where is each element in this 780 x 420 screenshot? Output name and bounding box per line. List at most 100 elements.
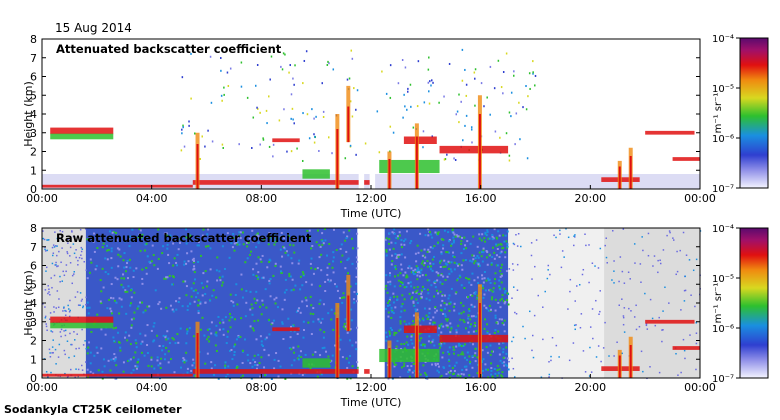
- noise-speck: [45, 325, 48, 328]
- noise-speck: [471, 260, 474, 263]
- noise-speck: [141, 282, 144, 285]
- noise-speck: [338, 297, 341, 300]
- noise-speck: [157, 303, 160, 306]
- noise-speck: [355, 292, 358, 295]
- noise-speck: [266, 266, 269, 269]
- noise-speck: [138, 228, 141, 231]
- noise-speck: [403, 320, 406, 323]
- noise-speck: [348, 361, 351, 364]
- noise-speck: [117, 265, 120, 268]
- noise-speck: [495, 244, 498, 247]
- noise-speck: [389, 272, 392, 275]
- noise-speck: [385, 307, 388, 310]
- noise-speck: [469, 318, 472, 321]
- noise-speck: [226, 373, 229, 376]
- noise-speck: [332, 256, 335, 259]
- noise-speck: [138, 301, 141, 304]
- speck: [465, 94, 468, 97]
- noise-speck: [688, 259, 691, 261]
- noise-speck: [134, 339, 137, 342]
- noise-speck: [388, 300, 391, 303]
- noise-speck: [416, 244, 419, 247]
- noise-speck: [463, 356, 466, 359]
- noise-speck: [263, 348, 266, 351]
- noise-speck: [392, 247, 395, 250]
- noise-speck: [247, 359, 250, 362]
- noise-speck: [622, 315, 625, 317]
- noise-speck: [491, 256, 494, 259]
- noise-speck: [215, 269, 218, 272]
- colorbar-tick-label: 10⁻⁵: [712, 84, 734, 95]
- noise-speck: [432, 262, 435, 265]
- noise-speck: [123, 277, 126, 280]
- speck: [448, 62, 451, 65]
- noise-speck: [332, 260, 335, 263]
- noise-speck: [140, 342, 143, 345]
- noise-speck: [215, 324, 218, 327]
- speck: [290, 93, 293, 96]
- noise-speck: [399, 328, 402, 331]
- noise-speck: [470, 323, 473, 326]
- noise-speck: [233, 249, 236, 252]
- noise-speck: [676, 270, 679, 273]
- noise-speck: [455, 234, 458, 237]
- noise-speck: [246, 241, 249, 244]
- noise-speck: [442, 275, 445, 278]
- noise-speck: [215, 350, 218, 353]
- noise-speck: [59, 275, 61, 278]
- noise-speck: [130, 289, 133, 292]
- speck: [181, 76, 184, 79]
- noise-speck: [135, 367, 138, 370]
- noise-speck: [124, 240, 127, 243]
- noise-speck: [621, 298, 623, 300]
- cloud-streak: [415, 136, 418, 189]
- noise-speck: [316, 375, 319, 378]
- noise-speck: [150, 365, 153, 368]
- noise-speck: [414, 308, 417, 311]
- noise-speck: [455, 345, 458, 348]
- noise-speck: [256, 232, 259, 235]
- noise-speck: [500, 374, 503, 377]
- noise-speck: [428, 322, 431, 325]
- noise-speck: [394, 275, 397, 278]
- noise-speck: [137, 236, 140, 239]
- noise-speck: [460, 353, 463, 356]
- noise-speck: [407, 282, 410, 285]
- noise-speck: [654, 324, 657, 327]
- noise-speck: [424, 372, 427, 375]
- noise-speck: [453, 348, 456, 351]
- noise-speck: [449, 322, 452, 325]
- noise-speck: [129, 302, 132, 305]
- noise-speck: [58, 250, 60, 253]
- noise-speck: [126, 339, 129, 342]
- noise-speck: [112, 327, 115, 330]
- noise-speck: [147, 364, 150, 367]
- noise-speck: [485, 234, 488, 237]
- noise-speck: [298, 354, 301, 357]
- noise-speck: [288, 275, 291, 278]
- noise-speck: [231, 316, 234, 319]
- noise-speck: [399, 320, 402, 323]
- noise-speck: [437, 233, 440, 236]
- noise-speck: [597, 345, 600, 347]
- noise-speck: [445, 303, 448, 306]
- noise-speck: [486, 251, 489, 254]
- noise-speck: [547, 269, 549, 271]
- noise-speck: [445, 251, 448, 254]
- noise-speck: [516, 263, 519, 266]
- noise-speck: [437, 274, 440, 277]
- noise-speck: [471, 254, 474, 257]
- noise-speck: [177, 300, 180, 303]
- noise-speck: [110, 250, 113, 253]
- noise-speck: [74, 296, 77, 298]
- cloud-streak: [629, 156, 632, 189]
- noise-speck: [486, 351, 489, 354]
- noise-speck: [206, 233, 209, 236]
- noise-speck: [237, 336, 240, 339]
- noise-speck: [485, 346, 488, 349]
- noise-speck: [387, 242, 390, 245]
- noise-speck: [100, 302, 103, 305]
- noise-speck: [192, 261, 195, 264]
- noise-speck: [480, 359, 483, 362]
- noise-speck: [299, 350, 302, 353]
